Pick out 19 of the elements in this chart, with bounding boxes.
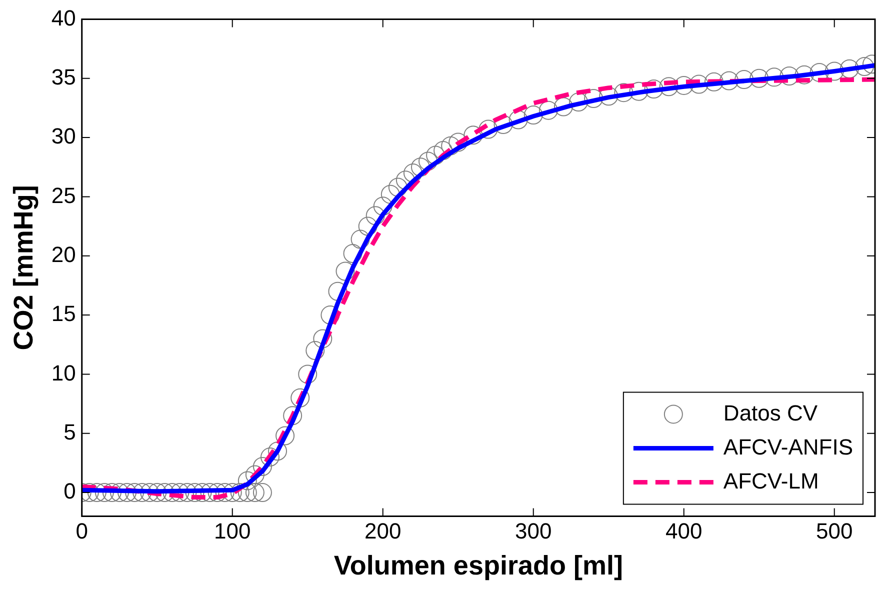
- y-axis-title: CO2 [mmHg]: [8, 185, 39, 350]
- legend-label: AFCV-LM: [723, 468, 819, 494]
- legend-label: AFCV-ANFIS: [723, 434, 854, 460]
- y-tick-label: 5: [64, 419, 76, 444]
- y-tick-label: 15: [51, 301, 76, 326]
- y-tick-label: 20: [51, 242, 76, 267]
- x-tick-label: 400: [666, 518, 702, 544]
- x-tick-label: 300: [515, 518, 552, 544]
- y-tick-label: 40: [51, 5, 76, 30]
- legend-label: Datos CV: [723, 400, 818, 426]
- y-tick-label: 25: [51, 182, 76, 208]
- x-tick-label: 500: [816, 518, 853, 544]
- x-tick-label: 100: [214, 518, 251, 544]
- y-tick-label: 30: [51, 124, 76, 149]
- x-tick-label: 200: [364, 518, 402, 544]
- x-axis-title: Volumen espirado [ml]: [334, 550, 623, 580]
- y-tick-label: 10: [51, 360, 76, 386]
- y-tick-label: 0: [64, 478, 76, 504]
- y-tick-label: 35: [51, 64, 76, 90]
